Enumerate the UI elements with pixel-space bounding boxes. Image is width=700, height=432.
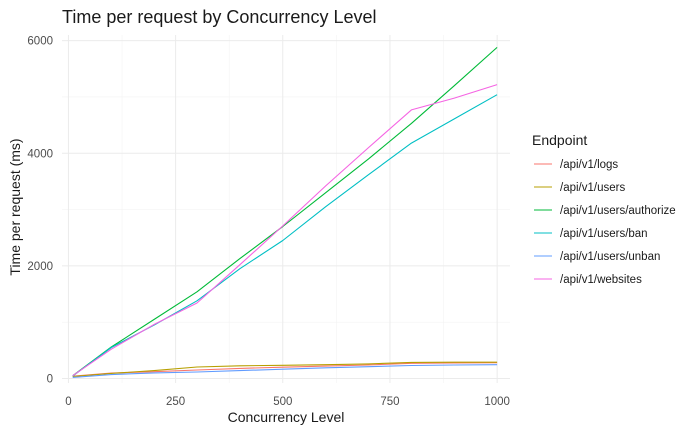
- x-tick-label: 250: [166, 396, 185, 408]
- y-tick-label: 4000: [27, 148, 53, 160]
- y-tick-label: 6000: [27, 36, 53, 48]
- legend-label: /api/v1/users/authorize: [560, 205, 676, 217]
- x-axis-title: Concurrency Level: [228, 409, 345, 425]
- grid: [62, 35, 510, 383]
- x-tick-label: 0: [65, 396, 71, 408]
- legend: Endpoint /api/v1/logs/api/v1/users/api/v…: [532, 132, 676, 286]
- x-tick-label: 1000: [484, 396, 510, 408]
- legend-label: /api/v1/users: [560, 182, 625, 194]
- chart-title: Time per request by Concurrency Level: [62, 7, 376, 27]
- legend-label: /api/v1/users/ban: [560, 228, 648, 240]
- y-tick-label: 0: [47, 373, 53, 385]
- legend-title: Endpoint: [532, 132, 587, 148]
- series-line-3: [72, 94, 498, 377]
- y-tick-label: 2000: [27, 261, 53, 273]
- x-tick-label: 500: [273, 396, 292, 408]
- axes: 0 250 500 750 1000 0 2000 4000 6000: [27, 36, 510, 408]
- series-line-4: [72, 364, 498, 378]
- series-line-1: [72, 361, 498, 378]
- x-tick-label: 750: [380, 396, 399, 408]
- series-line-5: [72, 84, 498, 377]
- legend-label: /api/v1/logs: [560, 159, 618, 171]
- series-lines: [72, 46, 498, 378]
- series-line-0: [72, 362, 498, 377]
- legend-label: /api/v1/websites: [560, 274, 642, 286]
- y-axis-title: Time per request (ms): [7, 138, 23, 275]
- legend-label: /api/v1/users/unban: [560, 251, 660, 263]
